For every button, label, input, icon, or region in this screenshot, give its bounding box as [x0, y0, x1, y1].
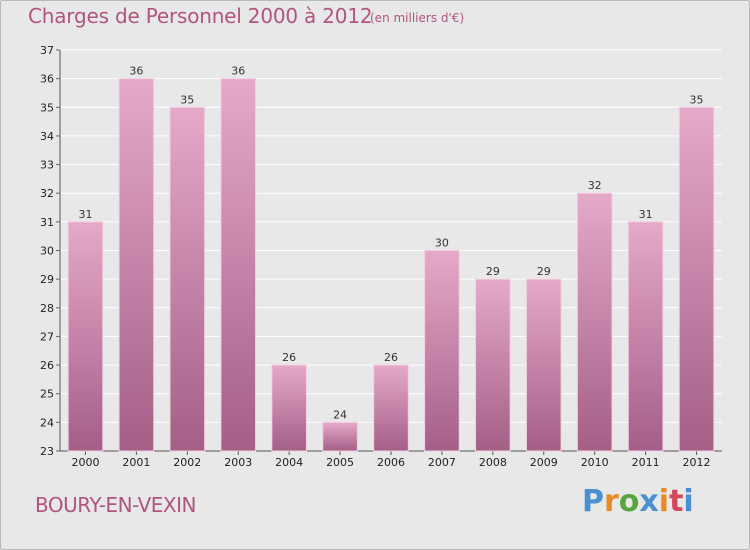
x-tick-label: 2009: [530, 456, 558, 469]
value-label: 31: [639, 208, 653, 221]
y-tick-label: 27: [40, 330, 54, 343]
x-tick-label: 2006: [377, 456, 405, 469]
bar-2007: [424, 250, 460, 452]
y-tick-label: 36: [40, 73, 54, 86]
x-tick-label: 2003: [224, 456, 252, 469]
bar-2012: [678, 106, 715, 452]
bar-2011: [627, 221, 664, 452]
bar-2003: [220, 78, 257, 452]
y-tick-label: 25: [40, 388, 54, 401]
labels: 23 24 25 26 27 28 29 30 31 32 33 34 35 36 37 31 2000 36 20…: [40, 44, 711, 469]
y-tick-label: 30: [40, 245, 54, 258]
bars: [67, 78, 715, 452]
y-tick-label: 23: [40, 445, 54, 458]
logo-letter: i: [683, 484, 694, 519]
value-label: 29: [486, 265, 500, 278]
x-tick-label: 2004: [275, 456, 303, 469]
y-tick-label: 28: [40, 302, 54, 315]
bar-2004: [271, 364, 307, 452]
value-label: 35: [690, 93, 704, 106]
value-label: 31: [78, 208, 92, 221]
chart-unit-note: (en milliers d'€): [370, 11, 465, 25]
chart-title: Charges de Personnel 2000 à 2012: [28, 4, 373, 28]
x-tick-label: 2002: [173, 456, 201, 469]
proxiti-logo[interactable]: Proxiti: [582, 484, 694, 519]
bar-2002: [169, 106, 206, 452]
y-tick-label: 31: [40, 216, 54, 229]
bar-2010: [576, 192, 613, 452]
city-name: BOURY-EN-VEXIN: [35, 493, 196, 517]
logo-letter: P: [582, 484, 604, 519]
bar-2008: [475, 278, 511, 452]
x-tick-label: 2012: [683, 456, 711, 469]
bar-2006: [373, 364, 409, 452]
x-tick-label: 2000: [71, 456, 99, 469]
x-tick-label: 2010: [581, 456, 609, 469]
logo-letter: t: [669, 484, 684, 519]
value-label: 26: [384, 351, 398, 364]
y-tick-label: 35: [40, 101, 54, 114]
y-tick-label: 26: [40, 359, 54, 372]
x-tick-label: 2007: [428, 456, 456, 469]
y-tick-label: 32: [40, 187, 54, 200]
value-label: 30: [435, 237, 449, 250]
x-tick-label: 2001: [122, 456, 150, 469]
y-tick-label: 33: [40, 159, 54, 172]
bar-2005: [322, 421, 358, 452]
value-label: 26: [282, 351, 296, 364]
value-label: 36: [231, 65, 245, 78]
logo-letter: o: [618, 484, 640, 519]
value-label: 35: [180, 93, 194, 106]
value-label: 29: [537, 265, 551, 278]
logo-letter: r: [604, 484, 619, 519]
y-tick-label: 34: [40, 130, 54, 143]
y-tick-label: 24: [40, 416, 54, 429]
logo-letter: i: [658, 484, 670, 519]
x-tick-label: 2008: [479, 456, 507, 469]
x-tick-label: 2011: [632, 456, 660, 469]
bar-2001: [118, 78, 155, 452]
y-tick-label: 29: [40, 273, 54, 286]
value-label: 24: [333, 408, 347, 421]
logo-letter: x: [639, 484, 659, 519]
value-label: 36: [129, 65, 143, 78]
x-tick-label: 2005: [326, 456, 354, 469]
bar-2000: [67, 221, 104, 452]
bar-2009: [525, 278, 562, 452]
value-label: 32: [588, 179, 602, 192]
y-tick-label: 37: [40, 44, 54, 57]
